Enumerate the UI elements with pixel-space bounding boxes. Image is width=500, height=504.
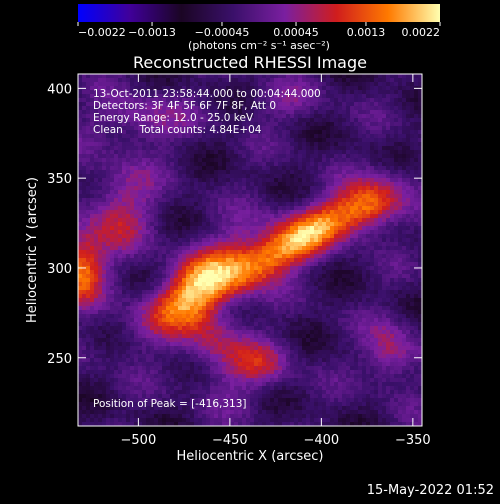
annotation-detectors: Detectors: 3F 4F 5F 6F 7F 8F, Att 0 xyxy=(93,100,276,112)
y-axis-ticks: 250 300 350 400 xyxy=(47,82,422,367)
annotation-time-range: 13-Oct-2011 23:58:44.000 to 00:04:44.000 xyxy=(93,88,321,100)
x-axis-label: Heliocentric X (arcsec) xyxy=(177,449,324,464)
colorbar-tick-label: −0.0013 xyxy=(128,26,176,39)
colorbar-tick-label: −0.0022 xyxy=(78,26,126,39)
y-axis-tick-label: 300 xyxy=(47,262,72,277)
y-axis-tick-label: 350 xyxy=(47,172,72,187)
annotation-clean-counts: Clean Total counts: 4.84E+04 xyxy=(93,124,262,136)
colorbar-tick-label: 0.00045 xyxy=(273,26,319,39)
chart-title: Reconstructed RHESSI Image xyxy=(133,53,367,72)
colorbar-unit-label: (photons cm⁻² s⁻¹ asec⁻²) xyxy=(188,39,330,52)
x-axis-ticks: −500 −450 −400 −350 xyxy=(121,74,431,448)
colorbar-tick-label: −0.00045 xyxy=(195,26,250,39)
x-axis-tick-label: −500 xyxy=(121,433,157,448)
plot-frame xyxy=(77,73,423,427)
annotation-energy-range: Energy Range: 12.0 - 25.0 keV xyxy=(93,112,254,124)
x-axis-tick-label: −400 xyxy=(304,433,340,448)
footer-timestamp: 15-May-2022 01:52 xyxy=(367,483,494,498)
peak-position-label: Position of Peak = [-416,313] xyxy=(93,398,247,410)
heatmap-image xyxy=(78,74,422,426)
colorbar xyxy=(78,4,440,22)
y-axis-label: Heliocentric Y (arcsec) xyxy=(25,177,40,323)
colorbar-tick-label: 0.0022 xyxy=(402,26,441,39)
x-axis-tick-label: −450 xyxy=(212,433,248,448)
colorbar-ticks: −0.0022 −0.0013 −0.00045 0.00045 0.0013 0.002… xyxy=(77,22,441,39)
colorbar-tick-label: 0.0013 xyxy=(347,26,386,39)
y-axis-tick-label: 250 xyxy=(47,352,72,367)
y-axis-tick-label: 400 xyxy=(47,82,72,97)
x-axis-tick-label: −350 xyxy=(395,433,431,448)
